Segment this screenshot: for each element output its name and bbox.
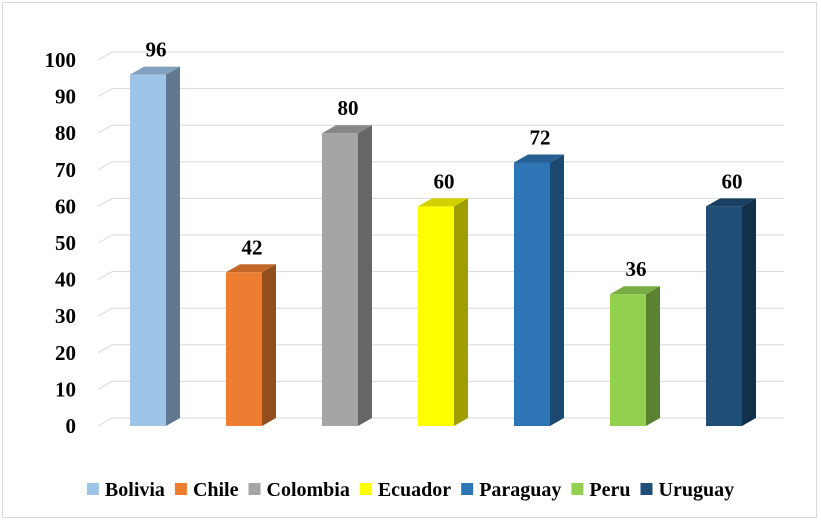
data-label-uruguay: 60: [722, 169, 743, 193]
legend-label-peru: Peru: [589, 479, 630, 501]
gridline-depth-100: [97, 51, 113, 61]
y-tick-label-50: 50: [55, 231, 76, 255]
y-tick-label-10: 10: [55, 377, 76, 401]
legend-swatch-ecuador: [359, 483, 372, 495]
bar-top-uruguay: [706, 198, 756, 207]
y-tick-label-70: 70: [55, 158, 76, 182]
gridline-depth-70: [97, 161, 113, 171]
y-tick-label-0: 0: [66, 414, 77, 438]
bar-top-colombia: [322, 125, 372, 134]
bar-side-chile: [262, 264, 276, 426]
data-label-chile: 42: [242, 235, 263, 259]
legend-swatch-uruguay: [640, 483, 653, 495]
y-tick-label-30: 30: [55, 304, 76, 328]
data-label-bolivia: 96: [146, 38, 167, 62]
gridline-depth-80: [97, 124, 113, 134]
y-tick-label-100: 100: [45, 48, 77, 72]
bar-side-bolivia: [166, 66, 180, 426]
legend-label-colombia: Colombia: [267, 479, 350, 501]
legend-label-bolivia: Bolivia: [105, 479, 165, 501]
legend-swatch-bolivia: [86, 483, 99, 495]
bar-bolivia: [130, 74, 166, 426]
data-label-peru: 36: [626, 257, 647, 281]
data-label-colombia: 80: [338, 96, 359, 120]
bar-peru: [610, 294, 646, 426]
gridline-depth-50: [97, 234, 113, 244]
legend-swatch-peru: [571, 483, 584, 495]
bar-chile: [226, 272, 262, 426]
legend-swatch-colombia: [248, 483, 261, 495]
bar-side-colombia: [358, 125, 372, 426]
bar-top-ecuador: [418, 198, 468, 207]
gridline-depth-10: [97, 380, 113, 390]
data-label-paraguay: 72: [530, 125, 551, 149]
legend-swatch-paraguay: [461, 483, 474, 495]
y-tick-label-40: 40: [55, 268, 76, 292]
bar-colombia: [322, 133, 358, 426]
y-tick-label-60: 60: [55, 194, 76, 218]
y-tick-label-90: 90: [55, 85, 76, 109]
legend-label-paraguay: Paraguay: [479, 479, 561, 501]
data-label-ecuador: 60: [434, 169, 455, 193]
bar-top-bolivia: [130, 66, 180, 75]
legend-label-uruguay: Uruguay: [659, 479, 735, 501]
gridline-depth-60: [97, 197, 113, 207]
bar-top-paraguay: [514, 154, 564, 163]
bar-side-paraguay: [550, 154, 564, 427]
legend-swatch-chile: [174, 483, 187, 495]
gridline-depth-0: [97, 417, 113, 427]
y-tick-label-20: 20: [55, 341, 76, 365]
legend-label-chile: Chile: [193, 479, 239, 501]
gridline-depth-20: [97, 344, 113, 354]
bar-uruguay: [706, 206, 742, 426]
bar-ecuador: [418, 206, 454, 426]
bar-side-ecuador: [454, 198, 468, 426]
bar-top-peru: [610, 286, 660, 295]
bar-side-peru: [646, 286, 660, 426]
bar-side-uruguay: [742, 198, 756, 426]
y-tick-label-80: 80: [55, 121, 76, 145]
gridline-depth-30: [97, 307, 113, 317]
legend-label-ecuador: Ecuador: [378, 479, 451, 501]
bar-top-chile: [226, 264, 276, 273]
gridline-depth-40: [97, 271, 113, 281]
bar-paraguay: [514, 162, 550, 427]
gridline-depth-90: [97, 88, 113, 98]
